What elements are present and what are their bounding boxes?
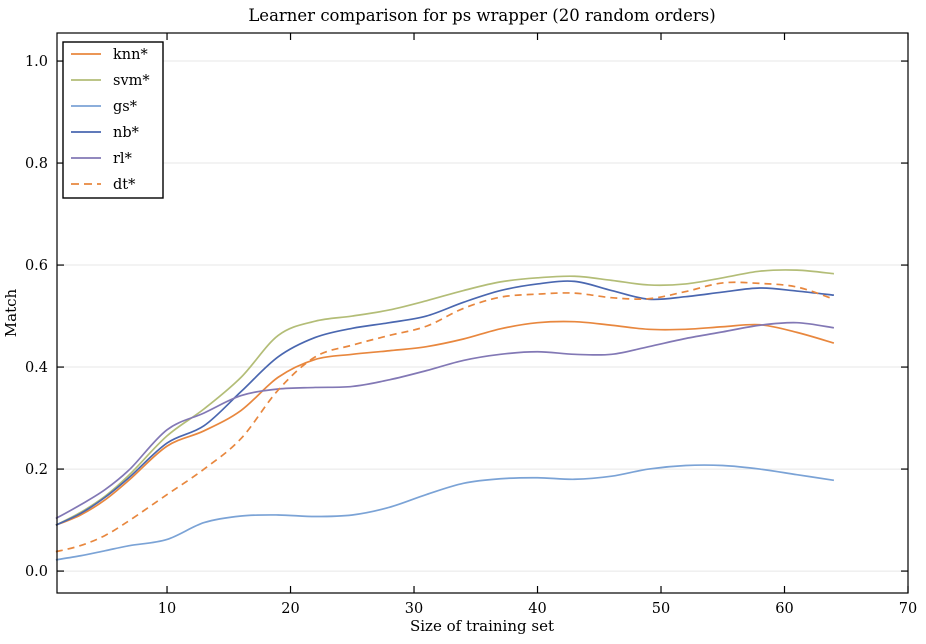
gridlines [57,60,908,572]
y-tick-label: 0.2 [25,462,48,478]
x-tick-label: 40 [528,601,546,617]
y-axis-label: Match [2,288,20,337]
series-line-gs [55,464,835,561]
legend-box [62,41,164,199]
legend-label-svm: svm* [113,73,150,89]
y-tick-label: 1.0 [25,54,48,70]
x-tick-label: 30 [405,601,423,617]
tick-marks [57,33,909,593]
legend-label-gs: gs* [113,99,138,115]
x-tick-label: 60 [775,601,793,617]
series-line-knn [55,320,835,526]
x-tick-label: 50 [652,601,670,617]
x-tick-label: 10 [158,601,176,617]
y-tick-label: 0.8 [25,156,48,172]
x-tick-label: 70 [899,601,917,617]
axes-spines [56,32,909,594]
plot-area [57,33,908,593]
series-line-dt [55,281,835,553]
tick-labels: 10 20 30 40 50 60 70 0.0 0.2 0.4 0.6 0.8 1.0 [25,54,917,617]
legend-label-dt: dt* [113,177,136,193]
legend-label-rl: rl* [113,151,133,167]
series-line-nb [55,280,834,526]
legend-label-knn: knn* [113,47,148,63]
y-tick-label: 0.4 [25,360,48,376]
y-tick-label: 0.6 [25,258,48,274]
legend-label-nb: nb* [113,125,140,141]
series-line-rl [55,321,835,520]
y-tick-label: 0.0 [25,564,48,580]
series-line-svm [55,269,834,526]
chart-title: Learner comparison for ps wrapper (20 ra… [248,6,715,25]
series-lines [55,269,835,561]
x-tick-label: 20 [281,601,299,617]
x-axis-label: Size of training set [410,617,554,635]
legend: knn* svm* gs* nb* rl* dt* [62,41,164,199]
